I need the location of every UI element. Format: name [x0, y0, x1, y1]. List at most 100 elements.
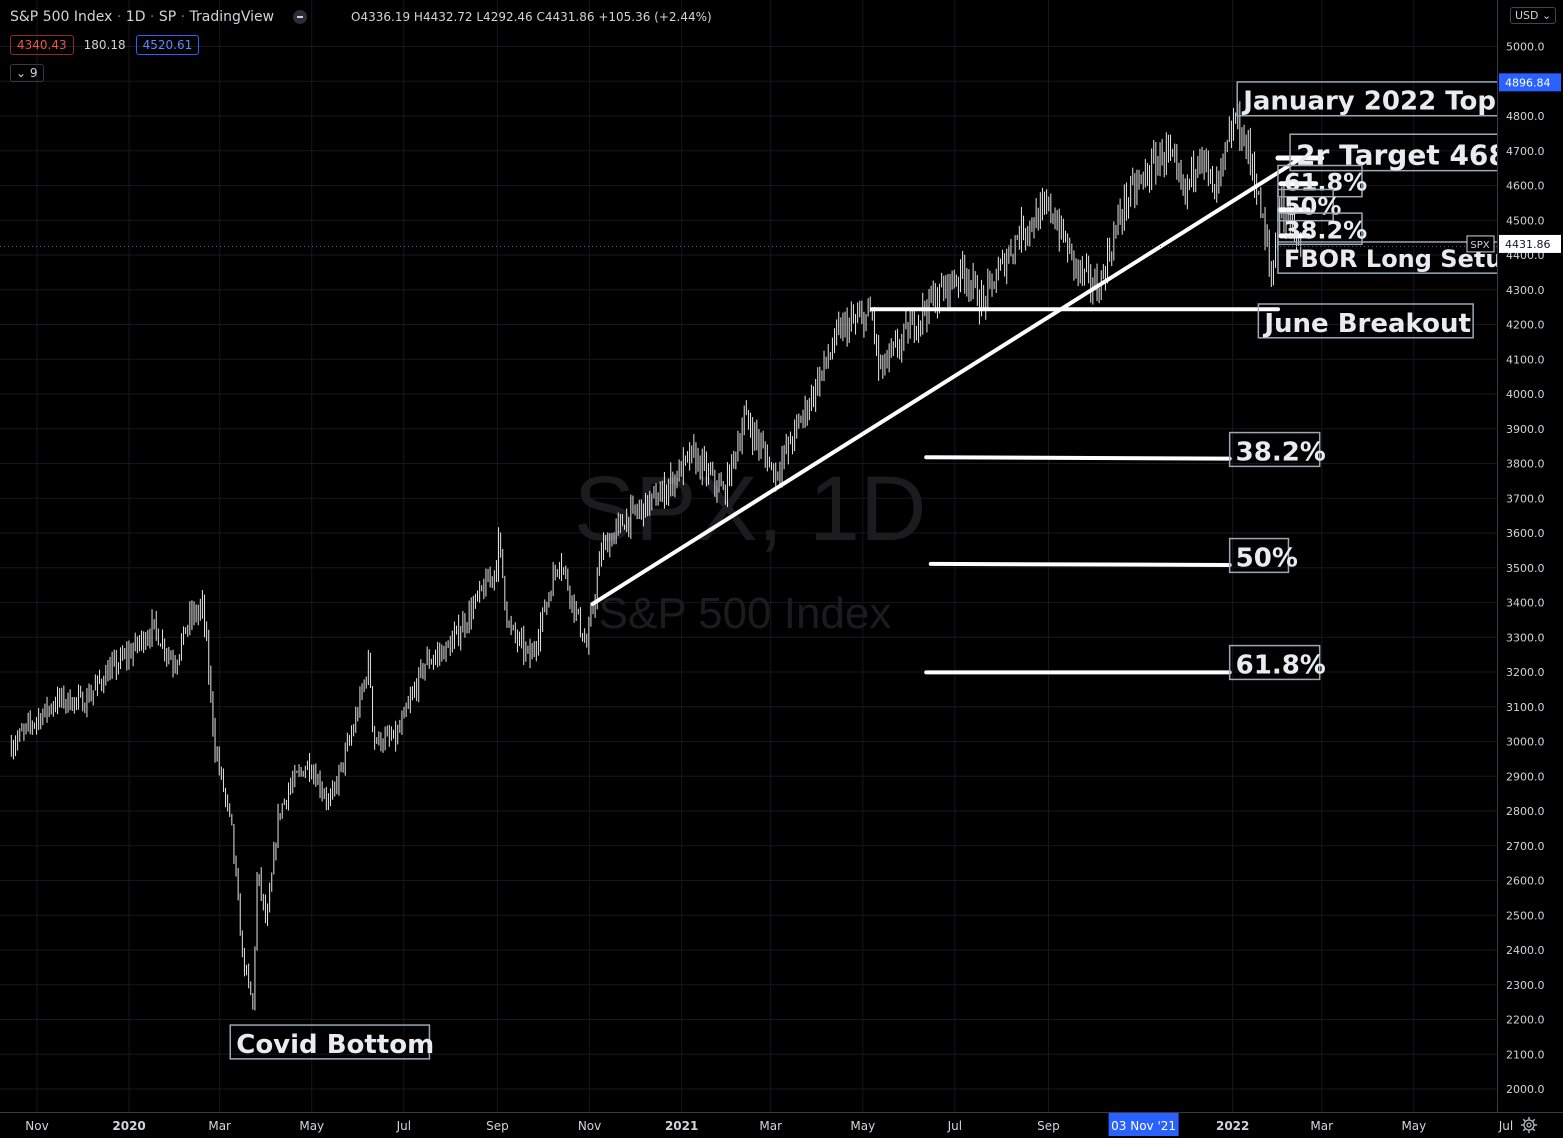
trend-line[interactable]	[928, 561, 1232, 567]
time-tick-label: Mar	[1310, 1119, 1333, 1133]
price-tick-label: 4200.0	[1506, 319, 1545, 332]
time-tick-label: Sep	[1037, 1119, 1060, 1133]
minus-circle-icon[interactable]	[292, 10, 307, 24]
annotation-label[interactable]: June Breakout	[1257, 303, 1474, 339]
time-tick-label: Nov	[578, 1119, 601, 1133]
annotation-text: June Breakout	[1262, 309, 1471, 339]
time-tick-label: Sep	[486, 1119, 509, 1133]
price-tick-label: 3500.0	[1506, 562, 1545, 575]
axis-markers: SPX 4431.86 4896.84 03 Nov '21	[1108, 73, 1561, 1136]
price-axis[interactable]: 2000.0 2100.0 2200.0 2300.0 2400.0 2500.0 2600…	[1506, 41, 1545, 1097]
annotation-text: 61.8%	[1236, 650, 1326, 680]
annotation-box	[1277, 164, 1363, 198]
price-tick-label: 2100.0	[1506, 1048, 1545, 1061]
price-tick-label: 2800.0	[1506, 805, 1545, 818]
price-tick-label: 2000.0	[1506, 1083, 1545, 1096]
price-tick-label: 2700.0	[1506, 840, 1545, 853]
price-tick-label: 3800.0	[1506, 458, 1545, 471]
trend-line[interactable]	[924, 455, 1232, 461]
last-price-symbol-box	[1466, 235, 1495, 253]
annotation-label[interactable]: 50%	[1228, 537, 1298, 574]
annotation-label[interactable]: 61.8%	[1277, 164, 1367, 198]
exchange-label: SP	[158, 9, 177, 25]
chevron-down-icon: ⌄	[16, 66, 27, 80]
time-tick-label: Jul	[1498, 1119, 1513, 1133]
price-tick-label: 2500.0	[1506, 909, 1545, 922]
watermark-name: S&P 500 Index	[599, 589, 892, 638]
annotation-label[interactable]: January 2022 Top	[1236, 81, 1500, 117]
annotation-box	[1228, 431, 1321, 468]
price-marker-value: 4896.84	[1505, 76, 1551, 89]
annotation-text: 2r Target 4680	[1296, 139, 1527, 172]
price-tick-label: 2400.0	[1506, 944, 1545, 957]
chart-header: S&P 500 Index · 1D · SP · TradingView O4…	[10, 9, 712, 25]
time-tick-label: May	[299, 1119, 324, 1133]
time-tick-label: Mar	[759, 1119, 782, 1133]
bid-price[interactable]: 4340.43	[10, 35, 74, 55]
time-tick-label: Jul	[947, 1119, 962, 1133]
annotation-box	[229, 1024, 431, 1060]
ohlc-values: O4336.19 H4432.72 L4292.46 C4431.86 +105…	[351, 10, 712, 24]
price-tick-label: 3900.0	[1506, 423, 1545, 436]
price-tick-label: 2900.0	[1506, 770, 1545, 783]
annotation-text: 50%	[1284, 193, 1341, 221]
price-tick-label: 4600.0	[1506, 180, 1545, 193]
watermark-symbol: SPX, 1D	[574, 458, 927, 560]
annotation-label[interactable]: Covid Bottom	[229, 1024, 434, 1060]
chevron-down-icon: ⌄	[1542, 9, 1552, 22]
price-tick-label: 4100.0	[1506, 353, 1545, 366]
currency-selector[interactable]: USD ⌄	[1510, 7, 1557, 24]
price-tick-label: 3600.0	[1506, 527, 1545, 540]
annotation-label[interactable]: 50%	[1277, 188, 1341, 222]
annotation-box	[1277, 188, 1334, 222]
crosshair-date-label: 03 Nov '21	[1111, 1119, 1176, 1133]
last-price-value: 4431.86	[1505, 238, 1551, 251]
annotation-label[interactable]: 38.2%	[1277, 212, 1367, 246]
time-tick-label: 2022	[1216, 1119, 1249, 1133]
time-tick-label: Jul	[396, 1119, 411, 1133]
drawing-lines[interactable]	[590, 155, 1325, 675]
price-tick-label: 4000.0	[1506, 388, 1545, 401]
price-tick-label: 3400.0	[1506, 597, 1545, 610]
crosshair-date-badge	[1108, 1113, 1179, 1136]
time-tick-label: Mar	[208, 1119, 231, 1133]
annotation-label[interactable]: 61.8%	[1228, 644, 1326, 681]
quote-pills: 4340.43 180.18 4520.61	[10, 35, 205, 55]
annotation-text: 50%	[1236, 543, 1298, 573]
chart-grid	[0, 0, 1507, 1112]
last-price-symbol: SPX	[1470, 240, 1489, 251]
price-tick-label: 2600.0	[1506, 875, 1545, 888]
ask-price[interactable]: 4520.61	[135, 35, 200, 55]
price-tick-label: 3000.0	[1506, 736, 1545, 749]
price-tick-label: 4300.0	[1506, 284, 1545, 297]
price-tick-label: 5000.0	[1506, 41, 1545, 54]
indicators-toggle[interactable]: ⌄ 9	[10, 64, 44, 82]
annotation-text: 61.8%	[1284, 169, 1367, 197]
price-axis-bg[interactable]	[1497, 0, 1563, 1112]
annotation-text: January 2022 Top	[1241, 87, 1496, 117]
time-axis[interactable]: Nov 2020 Mar May Jul Sep Nov 2021 Mar May Jul Sep 20…	[25, 1119, 1513, 1133]
platform-label: TradingView	[189, 9, 275, 25]
interval-label[interactable]: 1D	[125, 9, 146, 25]
price-bars	[10, 101, 1302, 1011]
price-tick-label: 3700.0	[1506, 492, 1545, 505]
gear-icon[interactable]	[1520, 1116, 1538, 1134]
trend-line[interactable]	[590, 156, 1303, 606]
currency-label: USD	[1515, 9, 1539, 22]
price-tick-label: 2300.0	[1506, 979, 1545, 992]
last-price-badge	[1499, 234, 1561, 253]
spread-value: 180.18	[83, 38, 126, 52]
price-tick-label: 4500.0	[1506, 214, 1545, 227]
annotation-text: 38.2%	[1236, 437, 1326, 467]
annotation-label[interactable]: 38.2%	[1228, 431, 1326, 468]
price-tick-label: 4800.0	[1506, 110, 1545, 123]
price-tick-label: 4700.0	[1506, 145, 1545, 158]
annotation-box	[1277, 212, 1363, 246]
annotation-box	[1257, 303, 1474, 339]
price-marker-badge	[1499, 73, 1561, 92]
annotation-text: 38.2%	[1284, 216, 1367, 244]
symbol-title[interactable]: S&P 500 Index	[10, 9, 113, 25]
price-tick-label: 3200.0	[1506, 666, 1545, 679]
